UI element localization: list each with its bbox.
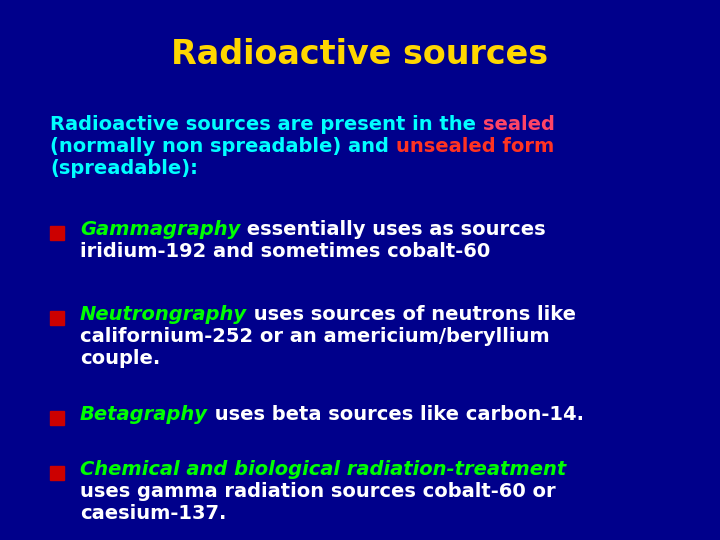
Bar: [50, 226, 64, 240]
Text: uses beta sources like carbon-14.: uses beta sources like carbon-14.: [208, 405, 584, 424]
Bar: [50, 466, 64, 480]
Text: (spreadable):: (spreadable):: [50, 159, 198, 178]
Text: essentially uses as sources: essentially uses as sources: [240, 220, 546, 239]
Text: uses sources of neutrons like: uses sources of neutrons like: [247, 305, 576, 324]
Text: Neutrongraphy: Neutrongraphy: [80, 305, 247, 324]
Bar: [50, 311, 64, 325]
Text: Gammagraphy: Gammagraphy: [80, 220, 240, 239]
Text: Radioactive sources are present in the: Radioactive sources are present in the: [50, 115, 482, 134]
Bar: [50, 411, 64, 425]
Text: couple.: couple.: [80, 349, 161, 368]
Text: (normally non spreadable) and: (normally non spreadable) and: [50, 137, 395, 156]
Text: Radioactive sources: Radioactive sources: [171, 38, 549, 71]
Text: californium-252 or an americium/beryllium: californium-252 or an americium/berylliu…: [80, 327, 549, 346]
Text: iridium-192 and sometimes cobalt-60: iridium-192 and sometimes cobalt-60: [80, 242, 490, 261]
Text: sealed: sealed: [482, 115, 554, 134]
Text: Betagraphy: Betagraphy: [80, 405, 208, 424]
Text: caesium-137.: caesium-137.: [80, 504, 226, 523]
Text: Chemical and biological radiation-treatment: Chemical and biological radiation-treatm…: [80, 460, 566, 479]
Text: unsealed form: unsealed form: [395, 137, 554, 156]
Text: uses gamma radiation sources cobalt-60 or: uses gamma radiation sources cobalt-60 o…: [80, 482, 556, 501]
